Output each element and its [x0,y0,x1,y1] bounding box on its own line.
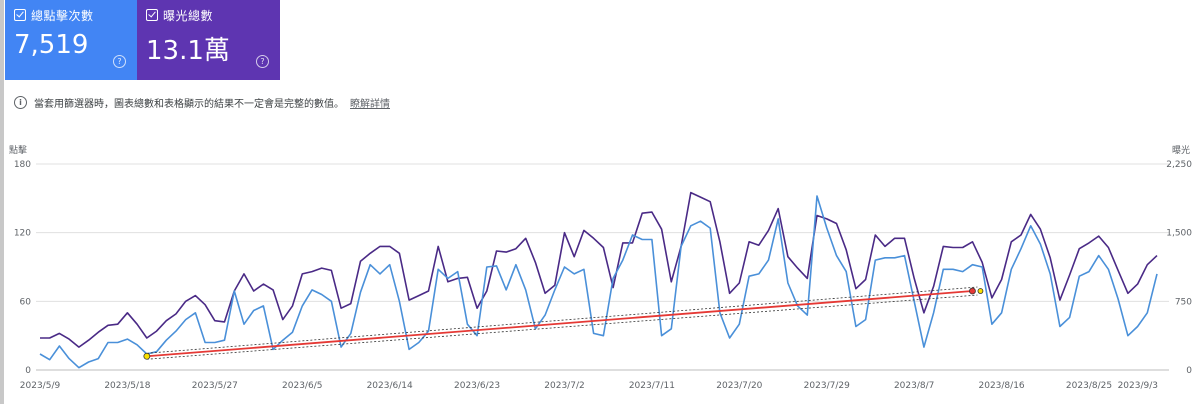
left-edge-bar [0,0,4,404]
gridlines [36,163,1169,371]
right-tick-label: 0 [1186,366,1192,376]
x-tick-label: 2023/6/23 [454,381,500,391]
left-tick-label: 120 [14,229,31,239]
trend-start-marker [143,352,151,360]
total-clicks-card[interactable]: 總點擊次數 7,519 ? [5,0,137,80]
x-tick-label: 2023/7/2 [544,381,584,391]
left-tick-label: 180 [14,160,31,170]
help-circle-icon[interactable]: ? [256,55,269,68]
total-impressions-card[interactable]: 曝光總數 13.1萬 ? [137,0,280,80]
checkbox-icon[interactable] [14,9,26,21]
card-label: 總點擊次數 [31,9,94,23]
x-tick-label: 2023/8/7 [894,381,934,391]
x-tick-label: 2023/7/29 [804,381,850,391]
x-tick-label: 2023/5/18 [104,381,150,391]
filter-notice: i 當套用篩選器時，圖表總數和表格顯示的結果不一定會是完整的數值。 瞭解詳情 [14,94,390,110]
learn-more-link[interactable]: 瞭解詳情 [350,98,390,110]
checkbox-icon[interactable] [146,9,158,21]
help-circle-icon[interactable]: ? [113,55,126,68]
x-tick-label: 2023/8/25 [1066,381,1112,391]
trend-handle-marker [977,288,984,294]
x-axis-ticks: 2023/5/9 2023/5/18 2023/5/27 2023/6/5 2023/6… [20,381,1158,391]
y-axis-ticks: 180 120 60 0 2,250 1,500 750 0 [14,160,1192,376]
trend-end-marker [969,287,976,295]
x-tick-label: 2023/6/14 [367,381,413,391]
info-icon: i [14,95,27,109]
right-tick-label: 2,250 [1166,160,1192,170]
left-axis-label: 點擊 [9,144,27,156]
left-tick-label: 0 [25,366,31,376]
series-lines [39,191,1158,369]
right-tick-label: 1,500 [1166,229,1192,239]
card-value: 13.1萬 [146,36,230,66]
notice-text: 當套用篩選器時，圖表總數和表格顯示的結果不一定會是完整的數值。 [34,98,344,110]
trend-upper-bound [146,286,978,354]
trendline [143,286,984,360]
trend-lower-bound [146,294,978,360]
card-value: 7,519 [14,30,89,60]
left-tick-label: 60 [20,297,32,307]
right-axis-label: 曝光 [1172,144,1190,156]
x-tick-label: 2023/9/3 [1118,381,1158,391]
right-tick-label: 750 [1175,297,1192,307]
trend-line [146,290,973,358]
x-tick-label: 2023/7/20 [716,381,762,391]
x-tick-label: 2023/7/11 [629,381,675,391]
card-label: 曝光總數 [163,9,214,23]
x-tick-label: 2023/6/5 [282,381,322,391]
x-tick-label: 2023/8/16 [979,381,1025,391]
clicks-series-line [39,195,1158,369]
x-tick-label: 2023/5/9 [20,381,61,391]
x-tick-label: 2023/5/27 [192,381,238,391]
impressions-series-line [40,191,1158,348]
